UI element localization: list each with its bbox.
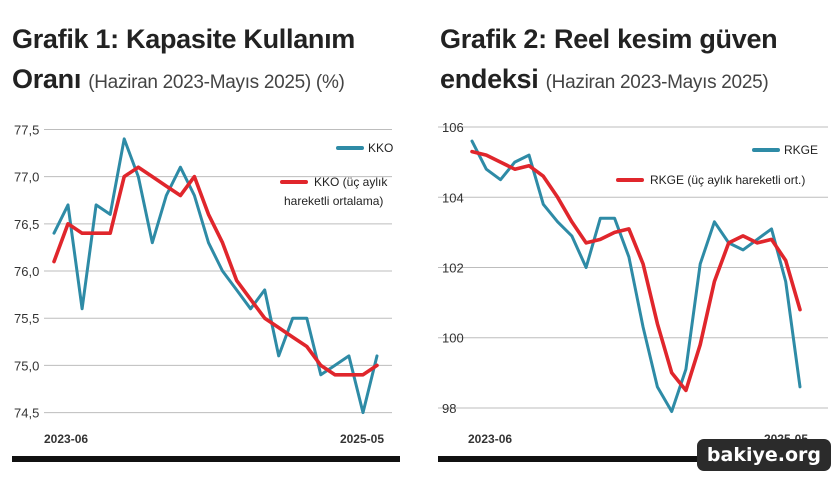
chart-panel-1: Grafik 1: Kapasite Kullanım Oranı (Hazir… [0,0,410,477]
series-line-moving-average [470,149,802,393]
y-tick-label: 76,0 [14,264,39,279]
y-tick-label: 106 [442,120,464,135]
chart-2-title-2: endeksi [440,64,539,94]
y-tick-label: 100 [442,331,464,346]
y-tick-label: 75,0 [14,358,39,373]
chart-2-title: Grafik 2: Reel kesim güven [440,24,778,54]
x-tick-label: 2025-05 [340,432,384,446]
chart-2-subtitle: (Haziran 2023-Mayıs 2025) [545,72,769,93]
y-tick-label: 77,5 [14,122,39,137]
legend-label: RKGE [784,143,818,157]
chart-1-title: Grafik 1: Kapasite Kullanım [12,24,356,54]
x-tick-label: 2023-06 [44,432,88,446]
y-tick-label: 76,5 [14,217,39,232]
series-line-main [470,139,802,413]
series-line-main [52,137,379,415]
series-line-moving-average [52,165,379,377]
chart-1-title-line-2: Oranı (Haziran 2023-Mayıs 2025) (%) [12,64,345,95]
legend-label: RKGE (üç aylık hareketli ort.) [650,173,805,187]
chart-2-title-line-2: endeksi (Haziran 2023-Mayıs 2025) [440,64,769,95]
y-tick-label: 75,5 [14,311,39,326]
legend-label: KKO (üç aylık [314,175,388,189]
y-tick-label: 98 [442,401,456,416]
watermark-badge: bakiye.org [696,439,831,471]
chart-1-title-2: Oranı [12,64,82,94]
legend-label: hareketli ortalama) [284,194,383,208]
chart-2-baseline [438,456,828,462]
legend-label: KKO [368,141,393,155]
y-tick-label: 102 [442,260,464,275]
y-tick-label: 74,5 [14,406,39,421]
chart-1-subtitle: (Haziran 2023-Mayıs 2025) (%) [88,72,345,93]
y-tick-label: 104 [442,190,464,205]
chart-panel-2: Grafik 2: Reel kesim güven endeksi (Hazi… [432,0,837,477]
y-tick-label: 77,0 [14,170,39,185]
x-tick-label: 2023-06 [468,432,512,446]
chart-1-svg: 77,5 77,0 76,5 76,0 75,5 75,0 74,5 2023-06 2025-… [14,122,393,446]
chart-1-baseline [12,456,400,462]
